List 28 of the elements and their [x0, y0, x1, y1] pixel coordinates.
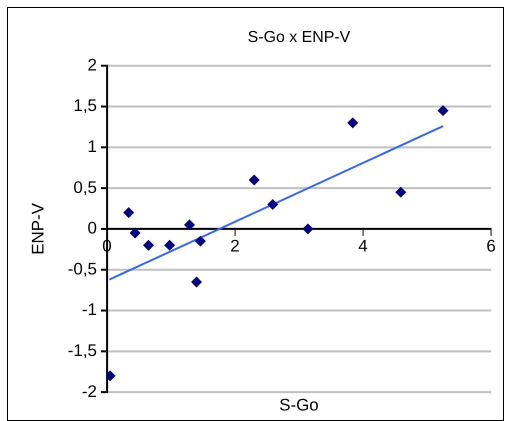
x-tick-label: 4	[358, 236, 368, 256]
y-tick-label: 1	[88, 136, 97, 156]
y-tick-label: 0,5	[73, 178, 97, 197]
x-axis-title: S-Go	[279, 396, 319, 415]
y-tick-label: -0,5	[68, 259, 97, 278]
point	[164, 240, 176, 251]
y-tick-label: -1,5	[68, 341, 97, 360]
point	[395, 186, 406, 198]
point	[248, 174, 260, 186]
chart-title: S-Go x ENP-V	[248, 29, 351, 46]
point	[267, 198, 278, 210]
point	[184, 219, 195, 230]
point	[438, 105, 449, 116]
point	[191, 276, 202, 288]
y-tick-label: 2	[88, 55, 97, 74]
y-tick-label: 0	[88, 218, 97, 238]
y-tick-label: 1,5	[73, 96, 97, 116]
point	[130, 228, 141, 238]
x-tick-label: 2	[230, 236, 240, 256]
y-tick-label: -1	[82, 300, 97, 320]
point	[347, 117, 358, 128]
x-tick-label: 6	[486, 236, 496, 256]
point	[302, 223, 314, 234]
point	[143, 240, 154, 251]
y-axis-title: ENP-V	[28, 202, 48, 255]
point	[194, 236, 206, 247]
point	[123, 207, 134, 218]
y-tick-label: -2	[82, 382, 97, 401]
